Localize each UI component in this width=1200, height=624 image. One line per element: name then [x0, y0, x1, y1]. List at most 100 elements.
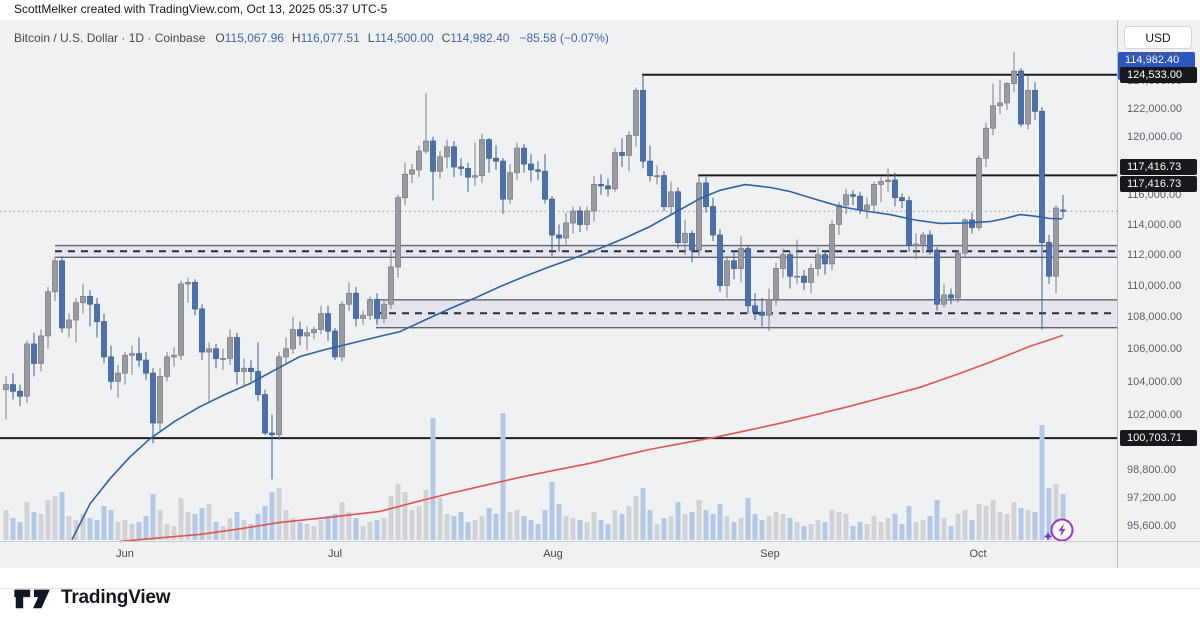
candle-body — [724, 260, 730, 286]
candle-body — [255, 371, 261, 395]
symbol-legend[interactable]: Bitcoin / U.S. Dollar · 1D · Coinbase O11… — [14, 31, 609, 45]
candle-body — [661, 175, 667, 207]
volume-bar — [962, 510, 968, 540]
candle-body — [787, 254, 793, 277]
volume-bar — [346, 512, 352, 540]
candle-body — [409, 169, 415, 175]
volume-bar — [367, 522, 373, 540]
candle-body — [745, 248, 751, 307]
candle-body — [332, 330, 338, 358]
candle-body — [913, 243, 919, 246]
volume-bar — [136, 522, 142, 540]
level-band[interactable] — [55, 245, 1117, 258]
candle-body — [1060, 209, 1066, 212]
price-tick-label: 102,000.00 — [1127, 409, 1183, 422]
currency-button[interactable]: USD — [1124, 26, 1192, 49]
volume-bar — [108, 510, 114, 540]
volume-bar — [220, 526, 226, 540]
candle-body — [73, 302, 79, 321]
candle-body — [871, 184, 877, 206]
volume-bar — [227, 518, 233, 540]
volume-bar — [80, 514, 86, 540]
price-pane[interactable] — [0, 20, 1117, 568]
candle-body — [822, 254, 828, 265]
candle-body — [220, 358, 226, 360]
month-label-sep: Sep — [760, 548, 780, 560]
candle-body — [983, 127, 989, 159]
candle-body — [759, 311, 765, 316]
candle-body — [969, 219, 975, 228]
volume-bar — [213, 522, 219, 540]
month-label-oct: Oct — [969, 548, 987, 560]
candle-body — [864, 204, 870, 210]
volume-bar — [395, 484, 401, 540]
candle-body — [178, 283, 184, 356]
volume-bar — [500, 413, 506, 540]
candle-body — [1018, 70, 1024, 125]
candle-body — [227, 337, 233, 359]
volume-bar — [101, 506, 107, 540]
candle-body — [640, 90, 646, 162]
candle-body — [122, 354, 128, 374]
candle-body — [87, 295, 93, 305]
candle-body — [605, 185, 611, 190]
candle-body — [752, 305, 758, 313]
time-scale[interactable]: Jun Jul Aug Sep Oct — [0, 541, 1200, 569]
volume-bar — [927, 516, 933, 540]
ohlc-c: C114,982.40 — [441, 31, 510, 45]
volume-bar — [150, 494, 156, 540]
month-label-jul: Jul — [327, 548, 343, 560]
price-scale[interactable]: USD 126,000.00124,000.00122,000.00120,00… — [1117, 20, 1200, 568]
volume-bar — [913, 522, 919, 540]
level-price-label: 117,416.73 — [1120, 175, 1197, 192]
volume-bar — [3, 510, 9, 540]
volume-bar — [899, 524, 905, 540]
candle-body — [262, 394, 268, 434]
candle-body — [521, 147, 527, 165]
volume-bar — [10, 518, 16, 540]
volume-bar — [262, 506, 268, 540]
tradingview-brand-text[interactable]: TradingView — [61, 587, 171, 608]
candle-body — [381, 303, 387, 319]
volume-bar — [276, 488, 282, 540]
volume-bar — [983, 506, 989, 540]
volume-bar — [430, 418, 436, 540]
candle-body — [339, 303, 345, 358]
price-tick-label: 110,000.00 — [1127, 280, 1182, 293]
candle-body — [829, 224, 835, 265]
volume-bar — [31, 512, 37, 540]
price-tick-label: 126,000.00 — [1127, 52, 1183, 60]
candle-body — [465, 168, 471, 178]
candle-body — [388, 266, 394, 305]
tradingview-logo-icon[interactable] — [14, 584, 52, 612]
volume-bar — [787, 518, 793, 540]
candle-body — [80, 295, 86, 304]
volume-bar — [766, 516, 772, 540]
volume-bar — [353, 518, 359, 540]
candle-body — [206, 348, 212, 353]
candlestick-chart[interactable] — [0, 20, 1117, 568]
candle-body — [325, 313, 331, 332]
volume-bar — [584, 522, 590, 540]
candle-body — [185, 281, 191, 285]
volume-bar — [423, 490, 429, 540]
candle-body — [990, 105, 996, 129]
volume-bar — [206, 504, 212, 540]
volume-bar — [710, 514, 716, 540]
candle-body — [997, 102, 1003, 107]
candle-body — [535, 169, 541, 172]
candle-body — [31, 343, 37, 364]
volume-bar — [948, 526, 954, 540]
symbol-title: Bitcoin / U.S. Dollar · 1D · Coinbase — [14, 31, 206, 45]
candle-body — [766, 299, 772, 316]
price-tick-label: 106,000.00 — [1127, 343, 1183, 356]
candle-body — [1025, 90, 1031, 125]
level-price-label: 100,703.71 — [1120, 430, 1197, 447]
volume-bar — [486, 508, 492, 540]
widget-bottom-border — [0, 588, 1200, 589]
volume-bar — [822, 522, 828, 540]
volume-bar — [941, 518, 947, 540]
volume-bar — [472, 520, 478, 540]
volume-bar — [199, 508, 205, 540]
volume-bar — [507, 512, 513, 540]
